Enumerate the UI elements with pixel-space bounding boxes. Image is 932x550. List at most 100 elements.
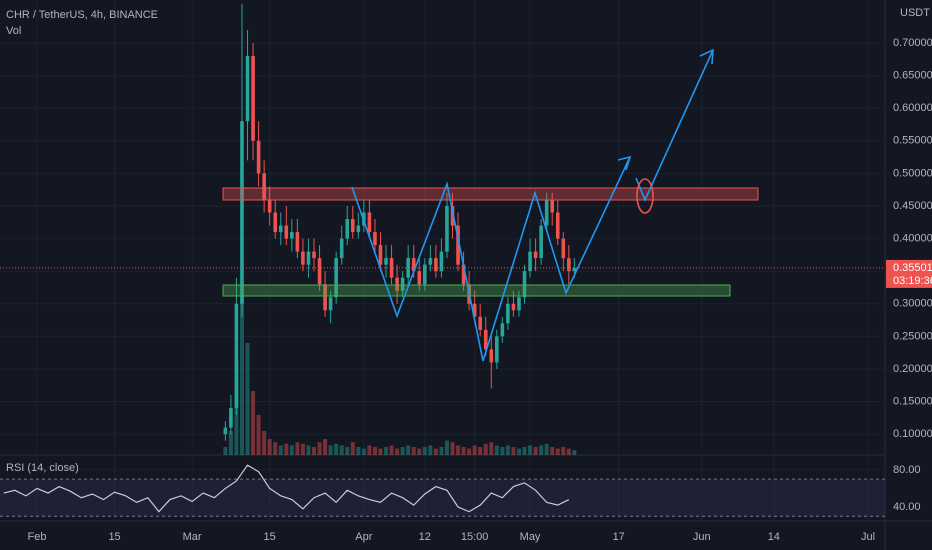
volume-bar	[511, 447, 516, 455]
candle-body	[423, 264, 427, 285]
y-tick-label: 0.40000	[893, 232, 932, 244]
volume-bar	[295, 442, 300, 455]
y-tick-label: 0.20000	[893, 363, 932, 375]
volume-bar	[433, 448, 438, 455]
volume-bar	[561, 447, 566, 455]
candle-body	[395, 277, 399, 291]
candle-body	[417, 271, 422, 285]
candle-body	[245, 56, 250, 122]
candle-body	[445, 205, 449, 252]
volume-bar	[378, 448, 383, 455]
volume-bar	[312, 447, 317, 455]
candle-body	[517, 297, 521, 311]
candle-body	[240, 121, 244, 304]
volume-bar	[267, 439, 272, 455]
volume-bar	[395, 448, 400, 455]
candle-body	[350, 219, 355, 233]
pattern-line	[351, 156, 631, 362]
candle-body	[267, 199, 272, 213]
candle-body	[378, 245, 383, 265]
candle-body	[489, 349, 494, 363]
candle-body	[278, 225, 283, 233]
volume-bar	[262, 431, 267, 455]
candle-body	[223, 427, 228, 435]
candle-body	[450, 205, 455, 226]
volume-bar	[550, 447, 555, 455]
candle-body	[411, 258, 416, 272]
candle-body	[345, 219, 350, 239]
volume-bar	[461, 447, 466, 455]
candle-body	[295, 232, 300, 252]
volume-bar	[572, 450, 577, 455]
volume-bar	[450, 442, 455, 455]
volume-bar	[278, 445, 283, 455]
volume-bar	[334, 443, 339, 455]
volume-bar	[317, 442, 322, 455]
rsi-line	[3, 464, 570, 513]
candle-body	[290, 232, 294, 239]
candle-body	[389, 258, 394, 278]
candle-body	[439, 251, 444, 272]
candle-body	[478, 316, 482, 330]
volume-bar	[306, 445, 311, 455]
candle-body	[555, 212, 560, 239]
volume-bar	[544, 443, 549, 455]
y-tick-label: 0.65000	[893, 70, 932, 82]
symbol-title: CHR / TetherUS, 4h, BINANCE	[6, 9, 158, 21]
volume-bar	[245, 343, 250, 455]
volume-bar	[406, 445, 411, 455]
volume-bar	[566, 448, 571, 455]
volume-bar	[539, 445, 544, 455]
volume-bar	[500, 447, 505, 455]
candle-body	[434, 258, 438, 272]
volume-bar	[239, 295, 244, 455]
volume-bar	[367, 445, 372, 455]
rsi-tick-label: 80.00	[893, 464, 921, 476]
candle-body	[356, 225, 361, 233]
x-tick-label: May	[520, 531, 541, 543]
volume-bar	[528, 445, 533, 455]
candle-body	[339, 238, 344, 259]
countdown-label: 03:19:36	[893, 275, 932, 287]
volume-bar	[417, 448, 422, 455]
volume-bar	[339, 445, 344, 455]
volume-bar	[516, 448, 521, 455]
candle-body	[251, 56, 255, 141]
candle-body	[323, 284, 327, 311]
x-tick-label: 15	[108, 531, 120, 543]
x-tick-label: 12	[419, 531, 431, 543]
volume-bar	[522, 447, 527, 455]
candle-body	[533, 251, 538, 259]
volume-bar	[356, 447, 361, 455]
volume-bar	[400, 447, 405, 455]
volume-bar	[483, 443, 488, 455]
volume-bar	[372, 447, 377, 455]
candle-body	[528, 251, 532, 272]
volume-bar	[328, 445, 333, 455]
candle-body	[328, 297, 333, 311]
y-tick-label: 0.70000	[893, 37, 932, 49]
candle-body	[234, 303, 239, 409]
volume-bar	[428, 445, 433, 455]
candle-body	[483, 329, 488, 350]
candle-body	[306, 251, 311, 265]
candle-body	[262, 173, 266, 200]
volume-bar	[478, 447, 483, 455]
support-zone	[222, 284, 731, 297]
candle-body	[511, 303, 516, 311]
candle-body	[273, 212, 278, 233]
volume-bar	[256, 415, 261, 455]
y-tick-label: 0.55000	[893, 135, 932, 147]
x-tick-label: Apr	[355, 531, 372, 543]
volume-bar	[289, 445, 294, 455]
volume-bar	[456, 445, 461, 455]
volume-bar	[273, 442, 278, 455]
rsi-label: RSI (14, close)	[6, 462, 79, 474]
volume-bar	[323, 439, 328, 455]
volume-bar	[494, 445, 499, 455]
volume-bar	[345, 447, 350, 455]
volume-bar	[350, 442, 355, 455]
y-tick-label: 0.10000	[893, 428, 932, 440]
volume-bar	[533, 447, 538, 455]
